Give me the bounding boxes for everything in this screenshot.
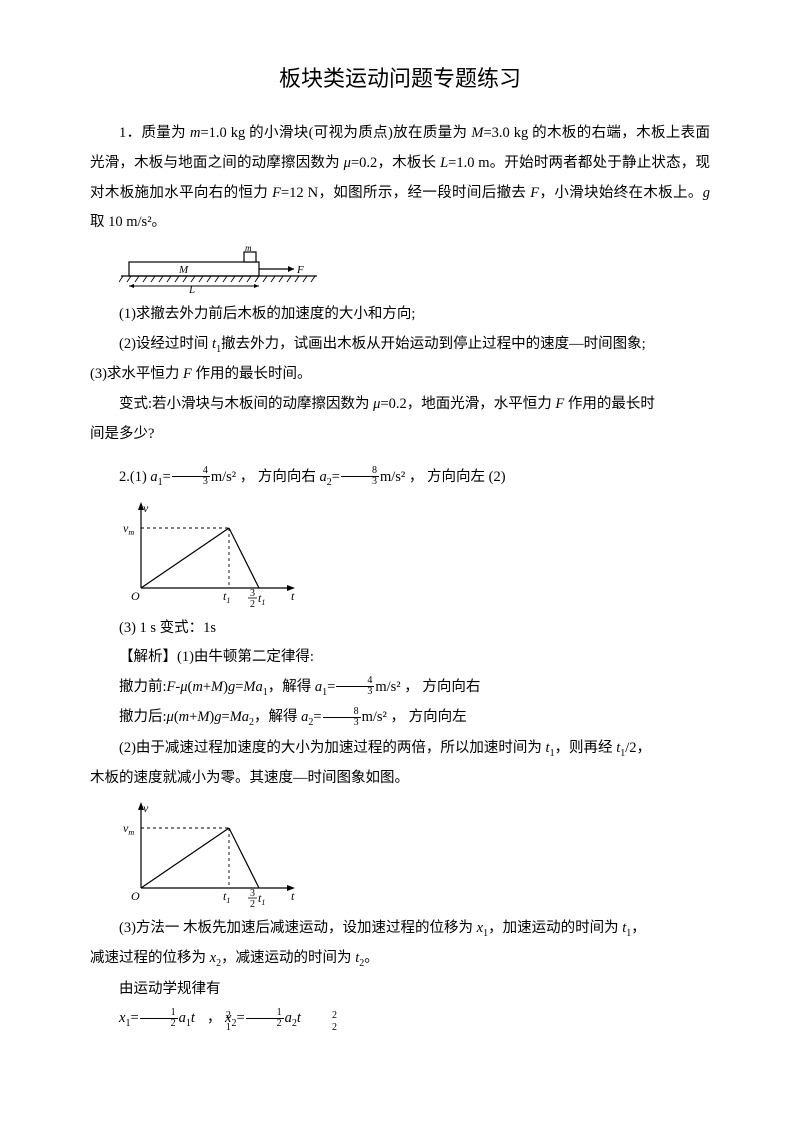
text: =1.0 m。开始时两者都处于	[448, 155, 622, 171]
variant-question-cont: 间是多少?	[90, 420, 710, 450]
fraction-4-3: 43	[172, 466, 210, 487]
text: =1.0 kg 的小滑块(可视为质点)放在质量为	[200, 125, 471, 141]
eq: =	[163, 469, 171, 485]
text: =0.2，地面光滑，水平恒力	[380, 396, 555, 412]
var-F: F	[272, 185, 281, 201]
text: 2.(1)	[119, 469, 150, 485]
diagram-L-label: L	[188, 284, 195, 294]
var-a1: a	[150, 469, 157, 485]
var-g: g	[703, 185, 710, 201]
question-1: (1)求撤去外力前后木板的加速度的大小和方向;	[90, 300, 710, 330]
text: 作用的最长时	[564, 396, 655, 412]
answer-3: (3) 1 s 变式：1s	[90, 614, 710, 644]
kinematics-heading: 由运动学规律有	[90, 975, 710, 1005]
text: 撤去外力，试画出木板从开始运动到停止过程中的速度—时间图象;	[221, 336, 646, 352]
svg-text:t: t	[291, 889, 295, 903]
svg-text:t1: t1	[258, 891, 265, 907]
text: 作用的最长时间。	[192, 366, 312, 382]
svg-text:O: O	[131, 889, 140, 903]
diagram-M-label: M	[178, 264, 189, 276]
answer-line-1: 2.(1) a1=43m/s² ， 方向向右 a2=83m/s² ， 方向向左 …	[90, 463, 710, 493]
text: =12 N，如图所示，经一段时间后撤去	[281, 185, 530, 201]
fraction-8-3: 83	[341, 466, 379, 487]
origin-label: O	[131, 589, 140, 603]
fraction-half: 12	[246, 1008, 284, 1029]
text: 撤力后:	[119, 709, 167, 725]
svg-text:t1: t1	[223, 889, 230, 905]
t32-den: 2	[250, 599, 255, 608]
svg-text:2: 2	[250, 899, 255, 908]
var-F: F	[183, 366, 192, 382]
svg-text:3: 3	[250, 888, 255, 899]
solution-para-2: (2)由于减速过程加速度的大小为加速过程的两倍，所以加速时间为 t1，则再经 t…	[90, 734, 710, 764]
vt-graph-1: v t vm O t1 3 2 t1	[119, 500, 710, 608]
solution-para-3: (3)方法一 木板先加速后减速运动，设加速过程的位移为 x1，加速运动的时间为 …	[90, 914, 710, 944]
problem-1-para: 1．质量为 m=1.0 kg 的小滑块(可视为质点)放在质量为 M=3.0 kg…	[90, 119, 710, 238]
block-diagram: M m F L	[119, 244, 710, 294]
axis-v-label: v	[143, 501, 149, 515]
page-title: 板块类运动问题专题练习	[90, 56, 710, 101]
block-diagram-svg: M m F L	[119, 244, 319, 294]
question-3: (3)求水平恒力 F 作用的最长时间。	[90, 360, 710, 390]
text: ，小滑	[539, 185, 584, 201]
text: 1．质量为	[119, 125, 190, 141]
var-a2: a	[320, 469, 327, 485]
solution-para-3b: 减速过程的位移为 x2，减速运动的时间为 t2。	[90, 944, 710, 974]
t1-label: t1	[223, 589, 230, 605]
kinematics-equation: x1=12a1t21， x2=12a2t22	[90, 1004, 710, 1034]
t32-num: 3	[250, 588, 255, 599]
t32-t: t1	[258, 591, 265, 607]
solution-heading: 【解析】(1)由牛顿第二定律得:	[90, 643, 710, 673]
variant-question: 变式:若小滑块与木板间的动摩擦因数为 μ=0.2，地面光滑，水平恒力 F 作用的…	[90, 390, 710, 420]
eq: =	[332, 469, 340, 485]
solution-line-2: 撤力后:μ(m+M)g=Ma2，解得 a2=83m/s² ， 方向向左	[90, 703, 710, 733]
var-L: L	[440, 155, 448, 171]
solution-para-2b: 木板的速度就减小为零。其速度—时间图象如图。	[90, 764, 710, 794]
text: 变式:若小滑块与木板间的动摩擦因数为	[119, 396, 373, 412]
vm-label: vm	[123, 521, 134, 537]
text: =0.2，木板长	[351, 155, 440, 171]
solution-line-1: 撤力前:F-μ(m+M)g=Ma1，解得 a1=43m/s² ， 方向向右	[90, 673, 710, 703]
var-F2: F	[530, 185, 539, 201]
vt-graph-svg-2: v t vm O t1 3 2 t1	[119, 800, 304, 908]
diagram-F-label: F	[296, 264, 304, 276]
svg-text:vm: vm	[123, 821, 134, 837]
text: (2)设经过时间	[119, 336, 212, 352]
text: 取 10 m/s²。	[90, 214, 166, 230]
fraction: 43	[336, 676, 374, 697]
text: 撤力前:	[119, 679, 167, 695]
axis-t-label: t	[291, 589, 295, 603]
document-page: 板块类运动问题专题练习 1．质量为 m=1.0 kg 的小滑块(可视为质点)放在…	[0, 0, 800, 1075]
text: m/s² ， 方向向右	[211, 469, 320, 485]
question-2: (2)设经过时间 t1撤去外力，试画出木板从开始运动到停止过程中的速度—时间图象…	[90, 330, 710, 360]
var-mu: μ	[344, 155, 351, 171]
var-M: M	[471, 125, 483, 141]
diagram-m-label: m	[245, 244, 252, 253]
var-F: F	[555, 396, 564, 412]
fraction-half: 12	[140, 1008, 178, 1029]
text: m/s² ， 方向向左 (2)	[380, 469, 506, 485]
vt-graph-2: v t vm O t1 3 2 t1	[119, 800, 710, 908]
vt-graph-svg: v t vm O t1 3 2 t1	[119, 500, 304, 608]
fraction: 83	[323, 707, 361, 728]
text: 块始终在木板上。	[584, 185, 703, 201]
var-m: m	[190, 125, 200, 141]
svg-text:v: v	[143, 801, 149, 815]
text: (3)求水平恒力	[90, 366, 183, 382]
text: =3.0 kg 的木板的右端，木板	[483, 125, 665, 141]
